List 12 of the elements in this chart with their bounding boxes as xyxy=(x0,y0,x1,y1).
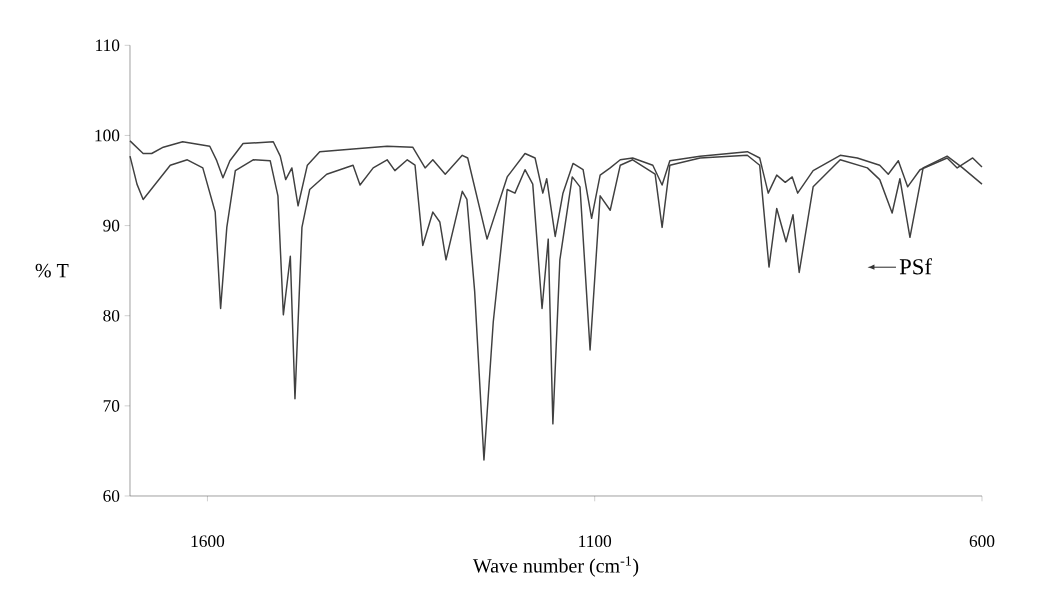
x-tick-label: 1100 xyxy=(579,535,612,548)
y-tick-label: 70 xyxy=(103,400,120,412)
x-tick-label: 600 xyxy=(969,535,995,548)
y-tick-label: 80 xyxy=(103,309,120,322)
x-axis-title: Wave number (cm$^{-1}$) xyxy=(472,556,639,577)
y-axis-title: % T xyxy=(35,263,69,278)
y-tick-label: 110 xyxy=(96,39,120,52)
y-tick-label: 90 xyxy=(103,219,120,232)
x-tick-label: 1600 xyxy=(191,535,225,548)
legend-label: PSf xyxy=(899,258,932,275)
y-tick-label: 100 xyxy=(95,129,120,142)
y-tick-label: 60 xyxy=(103,490,120,502)
